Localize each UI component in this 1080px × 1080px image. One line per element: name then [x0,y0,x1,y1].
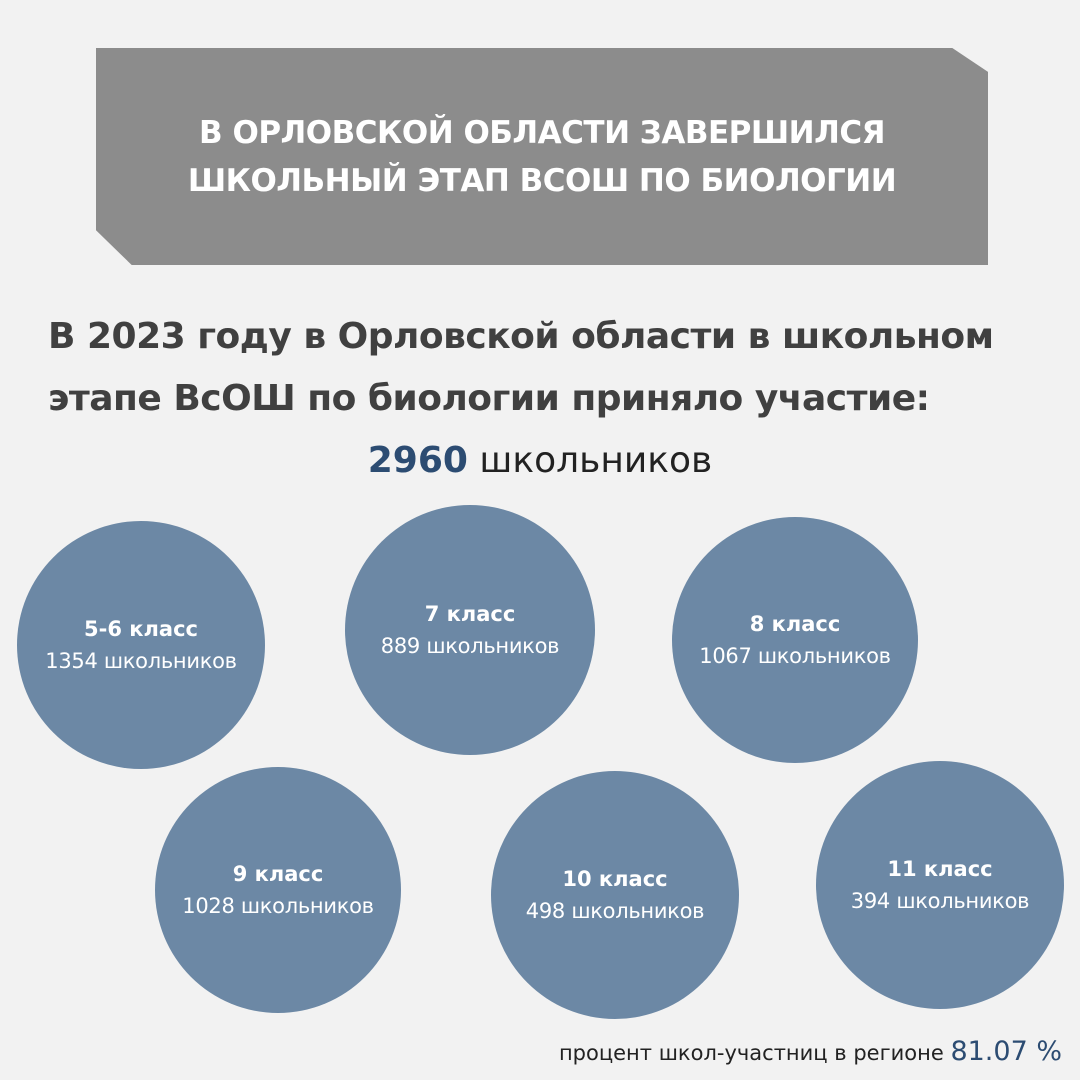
total-unit: школьников [479,440,713,481]
group-grade: 10 класс [562,867,668,891]
rate-label: процент школ-участниц в регионе [558,1041,944,1065]
title-line-1: В ОРЛОВСКОЙ ОБЛАСТИ ЗАВЕРШИЛСЯ [199,114,885,151]
group-circle-10: 10 класс 498 школьников [491,771,739,1019]
title-banner-text: В ОРЛОВСКОЙ ОБЛАСТИ ЗАВЕРШИЛСЯ ШКОЛЬНЫЙ … [96,48,988,265]
group-circle-11: 11 класс 394 школьников [816,761,1064,1009]
group-circle-9: 9 класс 1028 школьников [155,767,401,1013]
group-grade: 8 класс [749,612,841,636]
group-grade: 7 класс [424,602,516,626]
group-count: 1067 школьников [699,644,891,668]
intro-line-1: В 2023 году в Орловской области в школьн… [48,316,994,357]
title-banner [96,48,988,265]
group-circle-8: 8 класс 1067 школьников [672,517,918,763]
group-grade: 9 класс [232,862,324,886]
group-count: 889 школьников [380,634,560,658]
group-count: 498 школьников [525,899,705,923]
intro-text: В 2023 году в Орловской области в школьн… [48,306,1048,430]
group-count: 1354 школьников [45,649,237,673]
group-count: 394 школьников [850,889,1030,913]
group-circle-7: 7 класс 889 школьников [345,505,595,755]
group-circle-5-6: 5-6 класс 1354 школьников [17,521,265,769]
group-grade: 5-6 класс [84,617,198,641]
group-count: 1028 школьников [182,894,374,918]
rate-value: 81.07 % [950,1036,1062,1067]
intro-line-2: этапе ВсОШ по биологии приняло участие: [48,378,930,419]
title-line-2: ШКОЛЬНЫЙ ЭТАП ВСОШ ПО БИОЛОГИИ [187,162,897,199]
total-participants: 2960 школьников [0,440,1080,481]
school-participation-rate: процент школ-участниц в регионе 81.07 % [559,1036,1062,1067]
total-value: 2960 [367,440,468,481]
group-grade: 11 класс [887,857,993,881]
